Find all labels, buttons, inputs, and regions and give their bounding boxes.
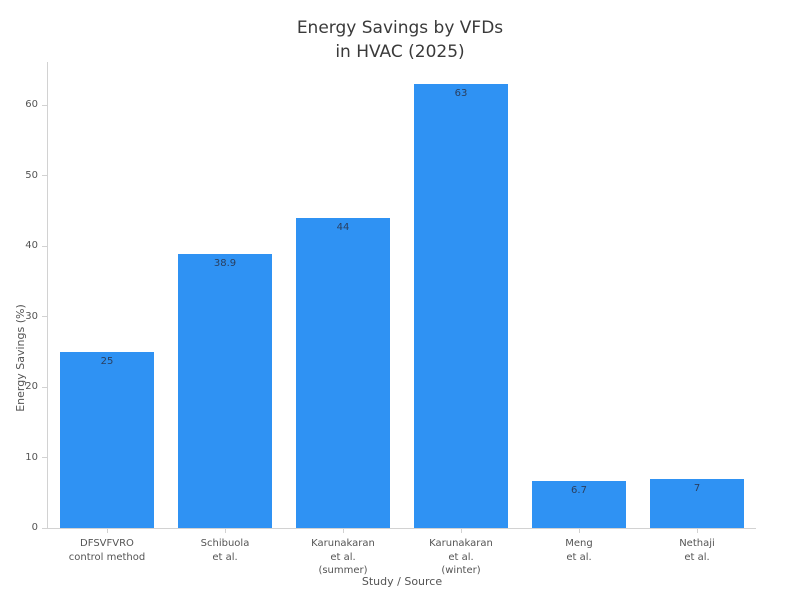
y-tick xyxy=(42,175,47,176)
x-tick xyxy=(342,528,344,533)
x-tick xyxy=(696,528,698,533)
x-tick-label: DFSVFVRO control method xyxy=(48,537,166,564)
x-tick-label-line: Karunakaran xyxy=(311,538,375,549)
bar-value-label: 44 xyxy=(336,221,350,233)
y-tick xyxy=(42,457,47,458)
bar-value-label: 7 xyxy=(693,482,701,494)
chart-title-line-1: Energy Savings by VFDs xyxy=(296,18,504,38)
x-tick-label: Nethaji et al. xyxy=(638,537,756,564)
x-tick-label-line: Meng xyxy=(565,538,593,549)
y-tick xyxy=(42,104,47,106)
x-tick-label-line: (summer) xyxy=(318,565,368,576)
x-tick-label-line: Schibuola xyxy=(200,538,250,549)
chart-title: Energy Savings by VFDs in HVAC (2025) xyxy=(0,16,800,64)
y-tick xyxy=(42,527,47,529)
bar xyxy=(60,351,154,528)
bar xyxy=(650,478,744,528)
x-tick-label-line: DFSVFVRO xyxy=(80,538,134,549)
x-tick-label-line: et al. xyxy=(566,551,592,563)
x-axis-title: Study / Source xyxy=(361,575,443,588)
bar-value-label: 6.7 xyxy=(571,484,587,496)
x-tick-label-line: (winter) xyxy=(441,565,481,576)
x-tick-label: Meng et al. xyxy=(520,537,638,564)
y-tick-label: 10 xyxy=(25,451,38,463)
x-tick-label-line: control method xyxy=(68,551,146,563)
x-tick-label-line: Karunakaran xyxy=(429,538,493,549)
chart-title-line-2: in HVAC (2025) xyxy=(335,42,465,62)
y-tick-label: 30 xyxy=(25,310,38,322)
bar-value-label: 38.9 xyxy=(213,257,237,269)
bar xyxy=(532,480,626,528)
x-tick-label-line: et al. xyxy=(330,551,356,563)
y-tick-label: 60 xyxy=(25,99,38,110)
x-tick-label: Schibuola et al. xyxy=(166,537,284,564)
x-tick-label-line: et al. xyxy=(684,551,710,563)
x-tick xyxy=(224,528,226,533)
y-tick xyxy=(42,386,47,388)
x-tick-label: Karunakaran et al. (summer) xyxy=(284,537,402,578)
x-tick-label-line: et al. xyxy=(212,551,238,563)
bar xyxy=(296,217,390,528)
x-tick-label-line: Nethaji xyxy=(679,538,715,549)
bar xyxy=(414,83,508,528)
bar-value-label: 25 xyxy=(100,355,114,367)
x-tick-label: Karunakaran et al. (winter) xyxy=(402,537,520,578)
y-tick-label: 50 xyxy=(25,169,38,181)
y-tick-label: 40 xyxy=(25,240,38,251)
y-tick xyxy=(42,316,47,317)
y-tick-label: 20 xyxy=(25,381,38,392)
bar xyxy=(178,253,272,528)
y-tick xyxy=(42,245,47,247)
x-tick-label-line: et al. xyxy=(448,551,474,563)
x-tick xyxy=(578,528,580,533)
bar-value-label: 63 xyxy=(454,87,468,99)
plot-area: Energy Savings (%) Study / Source 0 10 20 3… xyxy=(14,62,756,588)
x-tick xyxy=(460,528,462,533)
y-tick-label: 0 xyxy=(31,522,38,533)
x-tick xyxy=(106,528,108,533)
